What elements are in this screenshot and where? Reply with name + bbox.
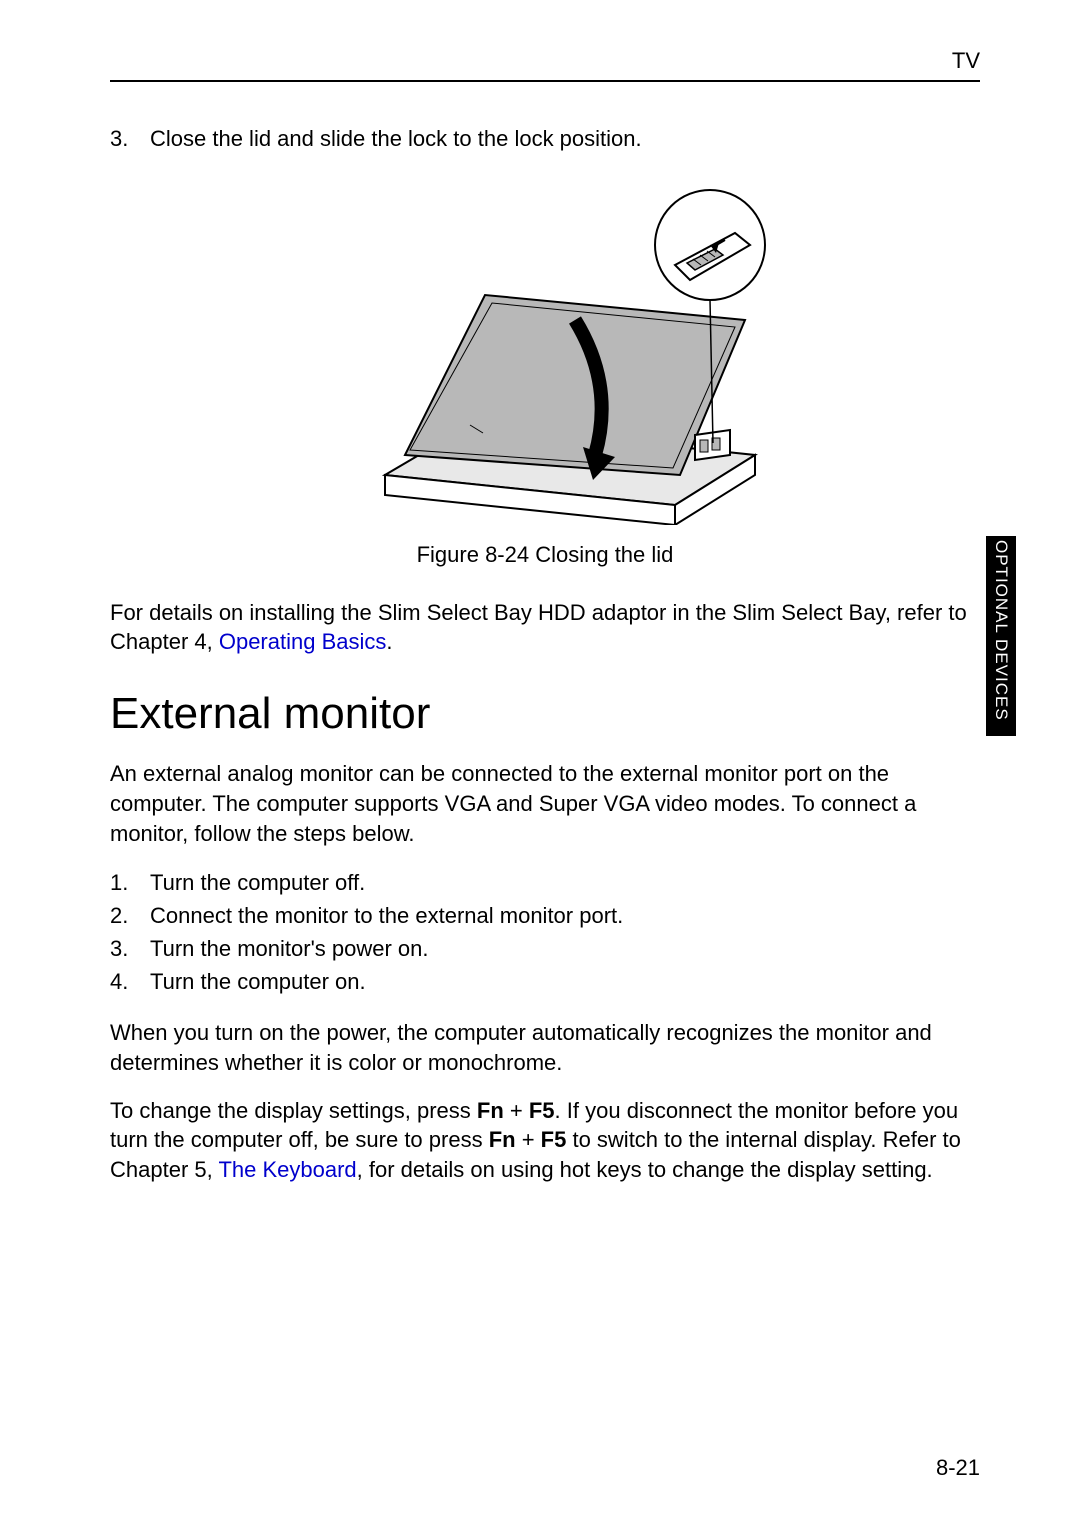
step-text: Close the lid and slide the lock to the …	[150, 124, 642, 155]
list-item: 2. Connect the monitor to the external m…	[110, 899, 980, 932]
step-text: Connect the monitor to the external moni…	[150, 899, 623, 932]
step-text: Turn the computer on.	[150, 965, 366, 998]
list-item: 3. Turn the monitor's power on.	[110, 932, 980, 965]
section-heading-external-monitor: External monitor	[110, 689, 980, 739]
page-header: TV	[110, 48, 980, 82]
step-text: Turn the computer off.	[150, 866, 365, 899]
text-fragment: +	[516, 1127, 541, 1152]
key-fn: Fn	[489, 1127, 516, 1152]
list-item: 4. Turn the computer on.	[110, 965, 980, 998]
auto-recognize-paragraph: When you turn on the power, the computer…	[110, 1018, 980, 1077]
list-item: 1. Turn the computer off.	[110, 866, 980, 899]
detail-post: .	[386, 629, 392, 654]
intro-paragraph: An external analog monitor can be connec…	[110, 759, 980, 848]
monitor-steps-list: 1. Turn the computer off. 2. Connect the…	[110, 866, 980, 998]
side-tab-label: OPTIONAL DEVICES	[990, 540, 1012, 721]
figure-8-24: Figure 8-24 Closing the lid	[110, 185, 980, 568]
the-keyboard-link[interactable]: The Keyboard	[218, 1157, 356, 1182]
step-number: 3.	[110, 932, 150, 965]
numbered-step-3: 3. Close the lid and slide the lock to t…	[110, 124, 980, 155]
key-fn: Fn	[477, 1098, 504, 1123]
hotkey-paragraph: To change the display settings, press Fn…	[110, 1096, 980, 1185]
closing-lid-illustration	[315, 185, 775, 525]
detail-paragraph: For details on installing the Slim Selec…	[110, 598, 980, 657]
step-number: 2.	[110, 899, 150, 932]
step-text: Turn the monitor's power on.	[150, 932, 429, 965]
header-right-label: TV	[952, 48, 980, 74]
text-fragment: To change the display settings, press	[110, 1098, 477, 1123]
step-number: 3.	[110, 124, 150, 155]
text-fragment: +	[504, 1098, 529, 1123]
step-number: 1.	[110, 866, 150, 899]
key-f5: F5	[541, 1127, 567, 1152]
step-number: 4.	[110, 965, 150, 998]
key-f5: F5	[529, 1098, 555, 1123]
figure-caption: Figure 8-24 Closing the lid	[110, 542, 980, 568]
operating-basics-link[interactable]: Operating Basics	[219, 629, 387, 654]
page-number: 8-21	[936, 1455, 980, 1481]
text-fragment: , for details on using hot keys to chang…	[357, 1157, 933, 1182]
